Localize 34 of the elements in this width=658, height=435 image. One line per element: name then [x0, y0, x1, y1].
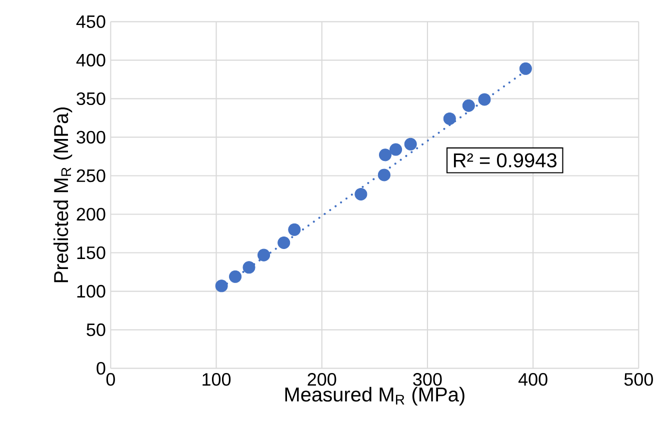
- annotation: R² = 0.9943: [454, 153, 556, 168]
- point: [390, 143, 402, 156]
- point: [242, 261, 256, 274]
- y-axis-title: Predicted M$_{R}$ (MPa): [53, 108, 72, 282]
- point: [443, 112, 456, 125]
- point: [378, 168, 390, 182]
- point: [478, 93, 491, 106]
- x-tick-label: 200: [308, 373, 336, 386]
- point: [258, 248, 270, 262]
- y-tick-label: 450: [76, 15, 106, 28]
- y-tick-label: 50: [86, 323, 106, 336]
- y-tick-label: 350: [76, 92, 106, 106]
- x-tick-label: 500: [624, 373, 653, 386]
- x-tick-label: 100: [202, 373, 231, 386]
- point: [278, 236, 290, 250]
- y-tick-label: 200: [76, 208, 106, 221]
- point: [288, 223, 301, 236]
- x-tick-label: 300: [413, 373, 442, 386]
- x-tick-label: 400: [518, 373, 548, 386]
- x-axis-title: Measured M$_{R}$ (MPa): [285, 386, 464, 406]
- point: [354, 188, 368, 200]
- y-tick-label: 150: [77, 246, 106, 260]
- y-tick-label: 250: [76, 169, 106, 182]
- y-tick-label: 300: [76, 130, 106, 144]
- x-tick-label: 0: [106, 373, 115, 386]
- point: [404, 138, 417, 150]
- y-tick-label: 100: [77, 284, 106, 298]
- point: [378, 148, 392, 162]
- point: [462, 99, 475, 112]
- y-tick-label: 0: [96, 362, 106, 375]
- point: [229, 270, 242, 283]
- point: [519, 62, 532, 75]
- y-tick-label: 400: [76, 54, 106, 67]
- point: [215, 280, 228, 292]
